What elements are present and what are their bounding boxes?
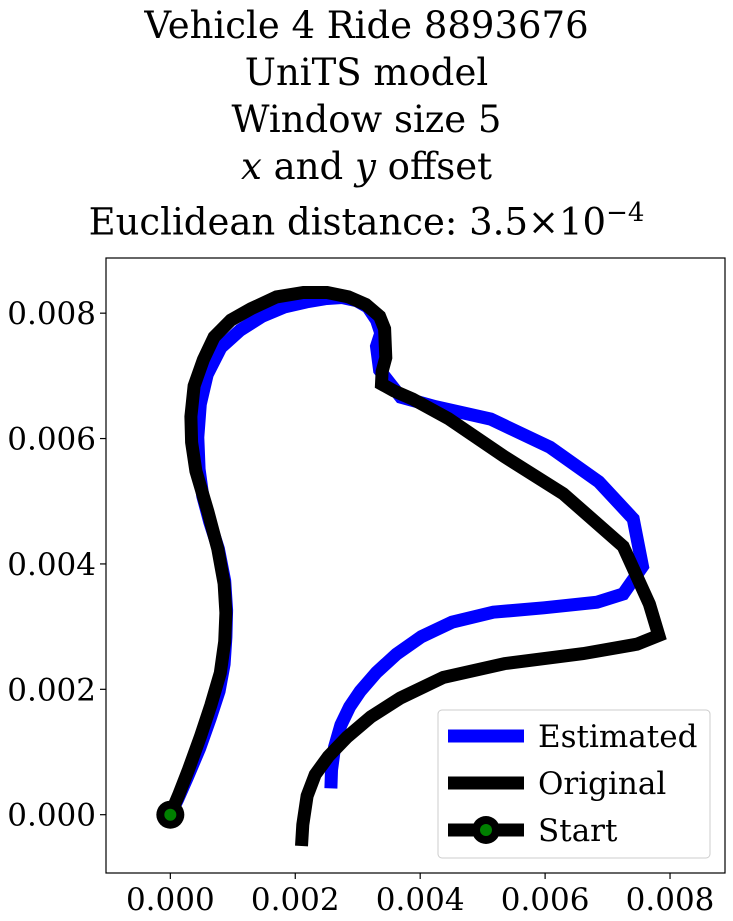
series-line-original <box>164 286 667 847</box>
legend-box <box>437 709 711 859</box>
y-tick-label: 0.006 <box>7 422 96 458</box>
x-tick-label: 0.004 <box>376 882 465 918</box>
title-y-symbol: y <box>355 145 376 188</box>
start-marker-dot <box>164 808 177 821</box>
y-tick-label: 0.004 <box>7 547 96 583</box>
x-tick-label: 0.002 <box>251 882 340 918</box>
title-line-model: UniTS model <box>244 51 489 94</box>
x-tick-label: 0.006 <box>501 882 590 918</box>
title-offset-word: offset <box>375 145 492 188</box>
title-distance-times: × <box>527 200 559 244</box>
legend-label-original: Original <box>538 766 666 802</box>
title-distance-prefix: Euclidean distance: <box>88 200 470 244</box>
title-distance-mantissa: 3.5 <box>469 200 528 244</box>
legend: Estimated Original Start <box>437 709 711 859</box>
y-axis: 0.000 0.002 0.004 0.006 0.008 <box>7 296 106 834</box>
title-line-vehicle: Vehicle 4 Ride 8893676 <box>144 4 589 47</box>
plot-frame <box>105 257 726 874</box>
x-tick-label: 0.000 <box>126 882 215 918</box>
legend-label-estimated: Estimated <box>538 719 697 755</box>
title-line-offset: x and y offset <box>0 143 733 190</box>
title-line-window: Window size 5 <box>231 98 502 141</box>
y-tick-label: 0.002 <box>7 672 96 708</box>
x-tick-label: 0.008 <box>626 882 715 918</box>
title-and-word: and <box>261 145 355 188</box>
title-distance-exponent: −4 <box>606 198 645 228</box>
chart-title: Vehicle 4 Ride 8893676 UniTS model Windo… <box>0 0 733 245</box>
title-x-symbol: x <box>241 145 262 188</box>
legend-label-start: Start <box>538 813 618 849</box>
legend-marker-dot-start <box>480 824 492 836</box>
y-tick-label: 0.008 <box>7 296 96 332</box>
title-distance-base: 10 <box>559 200 607 244</box>
y-tick-label: 0.000 <box>7 798 96 834</box>
x-axis: 0.000 0.002 0.004 0.006 0.008 <box>126 873 714 918</box>
series-layer <box>156 286 667 847</box>
title-line-distance: Euclidean distance: 3.5×10−4 <box>0 190 733 245</box>
